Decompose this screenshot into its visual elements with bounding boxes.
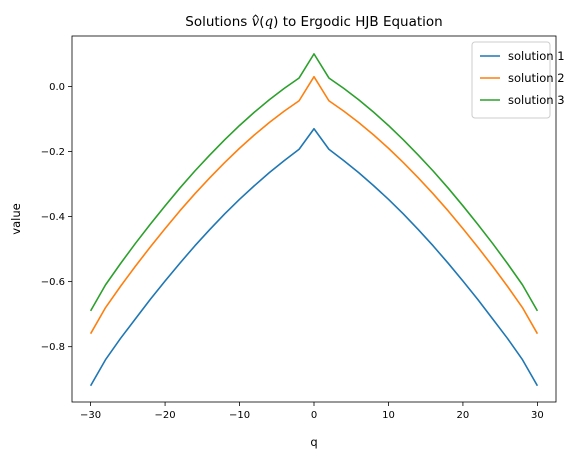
series-line-2 — [89, 75, 539, 335]
hat-accent — [252, 14, 259, 18]
y-tick-label: −0.6 — [41, 277, 65, 288]
legend-label-1: solution 1 — [508, 49, 565, 63]
series-layer — [89, 53, 539, 387]
y-axis-label: value — [9, 203, 23, 234]
chart-title-part-1: Solutions — [185, 14, 251, 30]
chart-title: Solutions v(q) to Ergodic HJB Equation — [185, 14, 443, 30]
x-tick-label: 20 — [457, 410, 470, 421]
chart-title-part-3: ( — [259, 14, 264, 30]
plot-frame — [71, 35, 557, 403]
y-tick-label: −0.2 — [41, 147, 65, 158]
legend-box — [471, 41, 551, 119]
y-tick-label: −0.8 — [41, 342, 65, 353]
ticks-layer: −30 −20 −10 0 10 20 30 0.0 −0.2 −0.4 −0.6 −0.8 — [41, 82, 544, 421]
y-tick-label: 0.0 — [49, 82, 65, 93]
legend-label-3: solution 3 — [508, 93, 565, 107]
x-tick-label: 10 — [382, 410, 395, 421]
chart-title-part-5: ) to Ergodic HJB Equation — [273, 14, 443, 30]
chart-title-q-symbol: q — [265, 14, 274, 30]
x-tick-label: 30 — [531, 410, 544, 421]
y-tick-label: −0.4 — [41, 212, 65, 223]
x-axis-label: q — [310, 435, 317, 449]
x-tick-label: 0 — [311, 410, 317, 421]
series-line-3 — [89, 53, 539, 312]
x-tick-label: −10 — [229, 410, 250, 421]
legend: solution 1 solution 2 solution 3 — [471, 41, 565, 119]
series-line-1 — [89, 127, 539, 387]
legend-label-2: solution 2 — [508, 71, 565, 85]
x-tick-label: −30 — [80, 410, 101, 421]
x-tick-label: −20 — [155, 410, 176, 421]
chart-title-v-symbol: v — [252, 14, 260, 30]
